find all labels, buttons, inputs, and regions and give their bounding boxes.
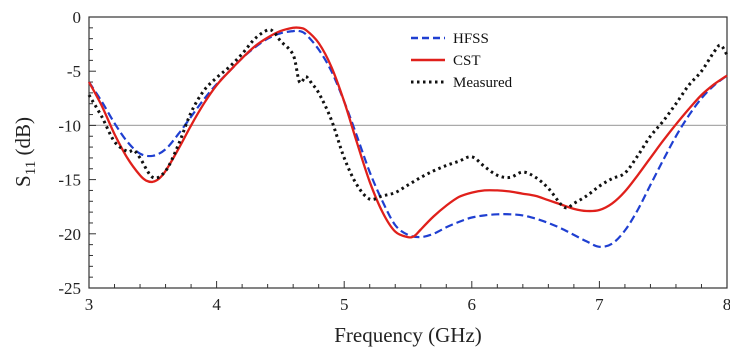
series-line-measured (87, 28, 729, 210)
x-tick-label: 8 (723, 295, 730, 314)
x-tick-label: 5 (340, 295, 349, 314)
plot-frame (88, 16, 728, 289)
x-axis-title: Frequency (GHz) (334, 323, 482, 347)
x-tick-label: 4 (212, 295, 221, 314)
x-tick-label: 6 (468, 295, 477, 314)
axis-ticks: 3 4 5 6 7 8 -25 -20 -15 -10 -5 0 (58, 8, 730, 314)
series-line-hfss (88, 29, 728, 248)
series-layer (87, 26, 729, 248)
y-tick-label: 0 (73, 8, 82, 27)
x-tick-label: 7 (595, 295, 604, 314)
y-tick-label: -25 (58, 279, 81, 298)
y-tick-label: -20 (58, 225, 81, 244)
y-axis-title-subscript: 11 (23, 161, 39, 175)
y-tick-label: -15 (58, 171, 81, 190)
x-tick-label: 3 (85, 295, 94, 314)
y-tick-label: -10 (58, 116, 81, 135)
y-tick-label: -5 (67, 62, 81, 81)
legend-label-cst: CST (453, 53, 481, 69)
legend-label-hfss: HFSS (453, 31, 489, 47)
y-axis-title: S11 (dB) (11, 117, 39, 187)
series-line-cst (87, 26, 728, 239)
legend-label-measured: Measured (453, 75, 513, 91)
legend: HFSS CST Measured (411, 31, 513, 91)
